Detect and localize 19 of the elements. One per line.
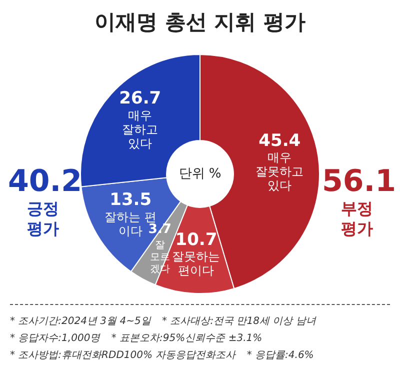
text: 40.2 (8, 164, 82, 199)
slice-label: 매우 잘하고 있다 (122, 108, 158, 150)
chart-title: 이재명 총선 지휘 평가 (94, 9, 306, 36)
data-label: 10.7 (175, 230, 218, 250)
text: 긍정 평가 (26, 199, 60, 239)
text: * 조사방법:휴대전화RDD100% 자동응답전화조사 (10, 350, 236, 361)
text: 56.1 (322, 164, 396, 199)
slice-label: 매우 잘못하고 있다 (256, 150, 304, 193)
text: * 응답자수:1,000명 (10, 333, 100, 344)
text: * 조사대상:전국 만18세 이상 남녀 (162, 316, 316, 327)
data-label: 45.4 (258, 130, 301, 151)
text: * 표본오차:95%신뢰수준 ±3.1% (111, 333, 262, 344)
text: 단위 % (178, 166, 222, 182)
data-label: 26.7 (119, 88, 162, 109)
slice-label: 잘못하는 편이다 (172, 250, 220, 278)
text: * 응답률:4.6% (246, 350, 314, 361)
text: 부정 평가 (340, 199, 374, 239)
data-label: 13.5 (110, 190, 152, 210)
text: * 조사기간:2024년 3월 4~5일 (10, 316, 151, 327)
